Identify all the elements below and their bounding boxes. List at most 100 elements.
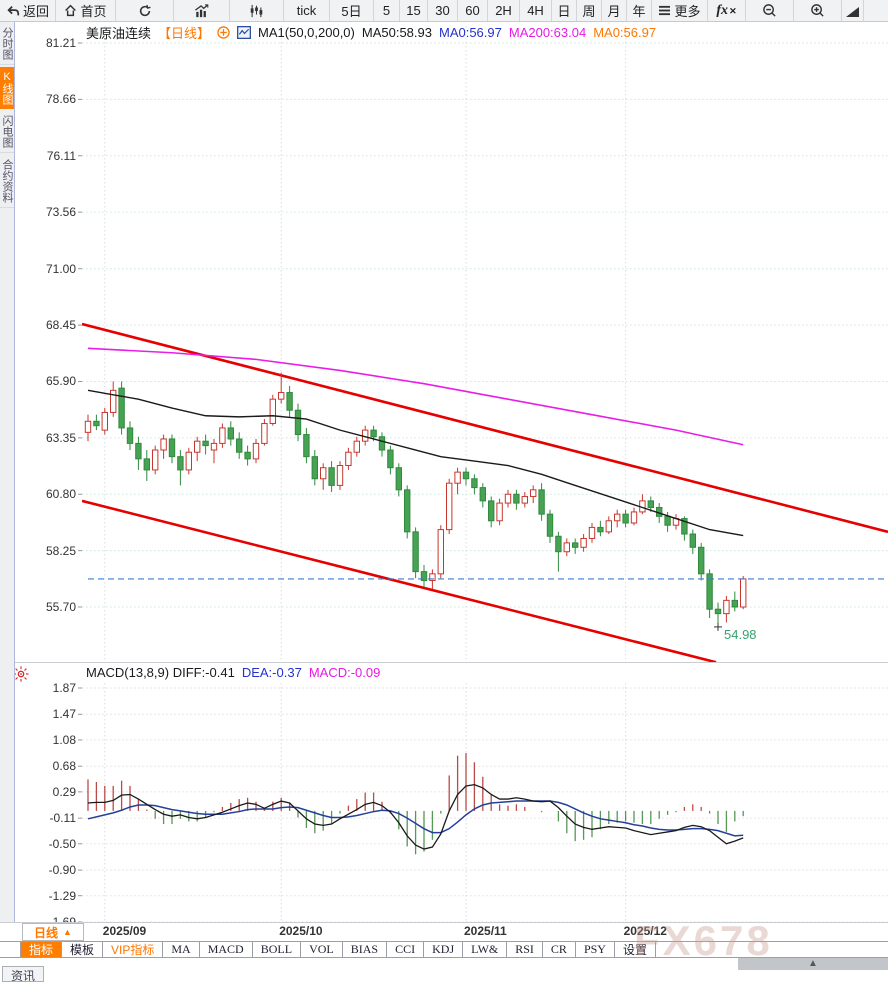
price-header-segment-8: MA0:56.97 <box>593 25 657 40</box>
tab-RSI[interactable]: RSI <box>507 942 543 957</box>
period-tick-button-label: tick <box>296 3 317 18</box>
back-button-label: 返回 <box>22 4 49 19</box>
home-button[interactable]: 首页 <box>56 0 116 21</box>
tab-VIP指标[interactable]: VIP指标 <box>103 942 164 957</box>
period-15m-button-label: 15 <box>406 3 421 18</box>
price-tick-label: 71.00 <box>45 261 76 276</box>
macd-bottom-border <box>0 922 888 923</box>
tab-LW&[interactable]: LW& <box>463 942 508 957</box>
period-5m-button[interactable]: 5 <box>374 0 400 21</box>
macd-tick-label: 1.47 <box>52 707 76 722</box>
period-5d-button[interactable]: 5日 <box>330 0 374 21</box>
period-4h-button-label: 4H <box>527 3 544 18</box>
macd-header-segment-1: DEA:-0.37 <box>241 665 302 680</box>
x-axis-row: 日线 ▲ 2025/09 2025/10 2025/11 2025/12 <box>0 923 888 941</box>
x-axis-month-label: 2025/12 <box>623 924 667 938</box>
price-header-segment-7: MA200:63.04 <box>508 25 587 40</box>
price-header-segment-5: MA50:58.93 <box>361 25 432 40</box>
price-chart-header: 美原油连续 【日线】 MA1(50,0,200,0) MA50:58.93 MA0:56… <box>86 23 656 42</box>
sidebar-item-2[interactable]: 闪电图 <box>0 111 14 153</box>
candlestick-chart-button[interactable] <box>230 0 284 21</box>
period-2h-button[interactable]: 2H <box>488 0 520 21</box>
more-button-label: 更多 <box>674 4 701 19</box>
macd-tick-label: -0.11 <box>49 811 76 826</box>
price-tick-label: 68.45 <box>45 318 76 333</box>
bottom-scrollbar[interactable]: ▲ <box>738 958 888 970</box>
trend-chart-button[interactable] <box>174 0 230 21</box>
bottom-partial-tab[interactable]: 资讯 <box>2 966 44 982</box>
x-axis-month-label: 2025/10 <box>279 924 323 938</box>
period-30m-button[interactable]: 30 <box>428 0 458 21</box>
period-selector[interactable]: 日线 ▲ <box>22 923 84 941</box>
indicator-settings-icon[interactable] <box>12 665 32 685</box>
price-tick-label: 58.25 <box>45 543 76 558</box>
macd-tick-label: 0.29 <box>52 784 76 799</box>
refresh-button[interactable] <box>116 0 174 21</box>
period-4h-button[interactable]: 4H <box>520 0 552 21</box>
period-month-button[interactable]: 月 <box>602 0 627 21</box>
macd-header-segment-0: MACD(13,8,9) DIFF:-0.41 <box>86 665 235 680</box>
period-year-button-label: 年 <box>632 4 646 19</box>
price-tick-label: 76.11 <box>46 148 76 163</box>
period-day-button[interactable]: 日 <box>552 0 577 21</box>
macd-tick-label: -0.50 <box>48 836 76 851</box>
formula-fx-button[interactable]: fx✕ <box>708 0 746 21</box>
low-price-label: 54.98 <box>724 627 757 642</box>
period-5d-button-label: 5日 <box>341 4 362 19</box>
price-header-segment-6: MA0:56.97 <box>438 25 502 40</box>
macd-tick-label: 1.08 <box>52 732 76 747</box>
price-tick-label: 55.70 <box>45 600 76 614</box>
period-week-button-label: 周 <box>582 4 596 19</box>
zoom-in-button[interactable] <box>794 0 842 21</box>
period-month-button-label: 月 <box>607 4 621 19</box>
period-5m-button-label: 5 <box>382 3 391 18</box>
sidebar-item-3[interactable]: 合约资料 <box>0 155 14 208</box>
chevron-up-icon: ▲ <box>63 927 72 937</box>
home-button-label: 首页 <box>80 4 107 19</box>
more-button[interactable]: 更多 <box>652 0 708 21</box>
period-year-button[interactable]: 年 <box>627 0 652 21</box>
plus-circle-icon[interactable] <box>217 26 230 39</box>
x-axis-month-label: 2025/11 <box>464 924 507 938</box>
macd-tick-label: -0.90 <box>48 863 76 878</box>
tab-MACD[interactable]: MACD <box>200 942 253 957</box>
scroll-up-arrow-icon: ▲ <box>808 958 818 969</box>
top-toolbar: 返回 首页 tick 5日 5 15 30 60 2H 4H 日周月年 更多 fx✕ <box>0 0 888 22</box>
period-60m-button[interactable]: 60 <box>458 0 488 21</box>
draw-tool-button[interactable] <box>842 0 864 21</box>
sidebar-item-0[interactable]: 分时图 <box>0 23 14 65</box>
price-header-segment-0: 美原油连续 <box>86 26 152 41</box>
period-selector-label: 日线 <box>34 925 59 940</box>
tab-指标[interactable]: 指标 <box>20 942 63 957</box>
x-axis-month-label: 2025/09 <box>102 924 147 938</box>
price-tick-label: 60.80 <box>45 487 76 502</box>
back-button[interactable]: 返回 <box>0 0 56 21</box>
tab-BIAS[interactable]: BIAS <box>343 942 388 957</box>
period-week-button[interactable]: 周 <box>577 0 602 21</box>
panel-separator <box>0 662 888 663</box>
tab-KDJ[interactable]: KDJ <box>424 942 464 957</box>
tab-CR[interactable]: CR <box>543 942 576 957</box>
price-tick-label: 63.35 <box>45 430 76 445</box>
period-tick-button[interactable]: tick <box>284 0 330 21</box>
price-tick-label: 81.21 <box>45 36 76 50</box>
period-30m-button-label: 30 <box>435 3 450 18</box>
tab-模板[interactable]: 模板 <box>62 942 104 957</box>
tab-VOL[interactable]: VOL <box>301 942 343 957</box>
tab-BOLL[interactable]: BOLL <box>253 942 302 957</box>
period-day-button-label: 日 <box>557 4 571 19</box>
macd-indicator-header: MACD(13,8,9) DIFF:-0.41 DEA:-0.37 MACD:-0.… <box>86 665 380 680</box>
zoom-out-button[interactable] <box>746 0 794 21</box>
macd-tick-label: 0.68 <box>52 759 76 774</box>
chart-plot-area[interactable] <box>82 22 888 922</box>
period-15m-button[interactable]: 15 <box>400 0 428 21</box>
macd-tick-label: 1.87 <box>52 681 76 695</box>
tab-MA[interactable]: MA <box>163 942 200 957</box>
tab-设置[interactable]: 设置 <box>615 942 656 957</box>
tab-PSY[interactable]: PSY <box>576 942 615 957</box>
price-tick-label: 65.90 <box>45 374 76 389</box>
sidebar-item-1[interactable]: K线图 <box>0 67 14 109</box>
period-2h-button-label: 2H <box>495 3 512 18</box>
tab-CCI[interactable]: CCI <box>387 942 425 957</box>
